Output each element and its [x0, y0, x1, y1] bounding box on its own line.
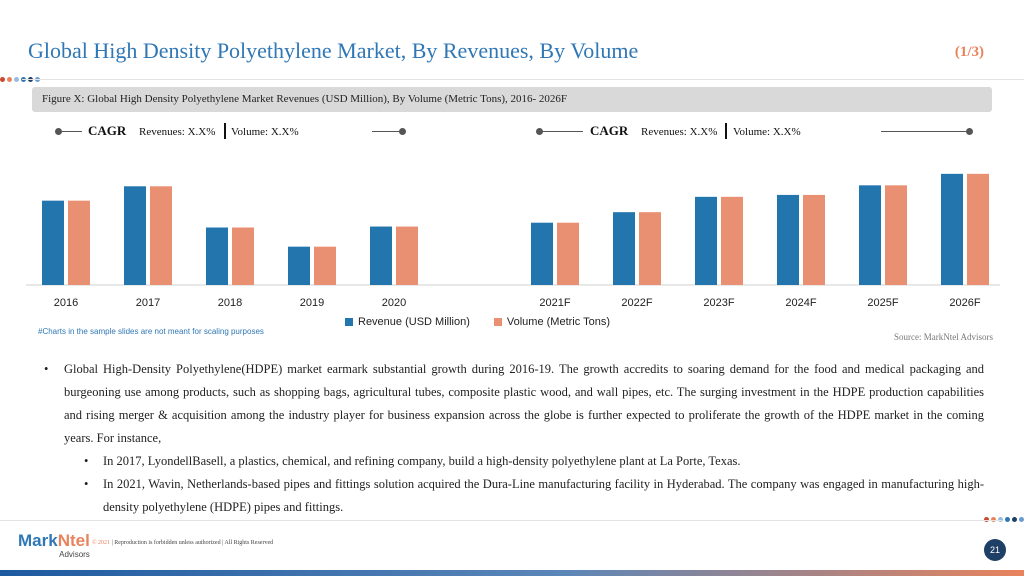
- cagr-volume-value: Volume: X.X%: [733, 126, 801, 138]
- cagr-annotation-historic: CAGR Revenues: X.X% Volume: X.X%: [50, 122, 420, 142]
- x-tick-label: 2019: [300, 297, 324, 309]
- cagr-revenues-value: Revenues: X.X%: [641, 126, 718, 138]
- title-divider: [22, 79, 1024, 80]
- bar-volume: [557, 222, 579, 285]
- x-tick-label: 2021F: [539, 297, 570, 309]
- x-tick-label: 2016: [54, 297, 78, 309]
- cagr-separator: [224, 123, 226, 139]
- bar-revenue: [777, 194, 799, 285]
- bar-volume: [68, 200, 90, 285]
- bar-volume: [396, 226, 418, 285]
- cagr-line-end-dot: [399, 128, 406, 135]
- bar-chart: 2016 2017 2018 2019 2020 2021F 2022F 2023F 2024F…: [26, 173, 1000, 309]
- cagr-volume-value: Volume: X.X%: [231, 126, 299, 138]
- copyright-year: © 2021: [92, 540, 111, 546]
- decoration-dot: [984, 517, 989, 522]
- source-note: Source: MarkNtel Advisors: [894, 332, 993, 342]
- cagr-separator: [725, 123, 727, 139]
- x-tick-label: 2022F: [621, 297, 652, 309]
- bullet-main: Global High-Density Polyethylene(HDPE) m…: [44, 358, 984, 450]
- bar-revenue: [859, 185, 881, 285]
- x-tick-label: 2024F: [785, 297, 816, 309]
- x-tick-label: 2023F: [703, 297, 734, 309]
- footer-divider: [0, 520, 1002, 521]
- copyright-notice: © 2021 | Reproduction is forbidden unles…: [92, 540, 273, 546]
- decoration-dot: [0, 77, 5, 82]
- decoration-dot: [991, 517, 996, 522]
- x-tick-label: 2020: [382, 297, 406, 309]
- page-fraction: (1/3): [954, 44, 984, 60]
- x-tick-label: 2018: [218, 297, 242, 309]
- legend-swatch-revenue: [345, 318, 353, 326]
- bullet-list: Global High-Density Polyethylene(HDPE) m…: [44, 358, 984, 519]
- x-tick-label: 2025F: [867, 297, 898, 309]
- cagr-connector-line: [539, 131, 583, 132]
- cagr-label: CAGR: [590, 123, 629, 138]
- bar-volume: [967, 173, 989, 285]
- bar-revenue: [695, 196, 717, 285]
- bar-revenue: [288, 246, 310, 285]
- logo-ntel-text: Ntel: [57, 531, 90, 550]
- cagr-annotation-forecast: CAGR Revenues: X.X% Volume: X.X%: [533, 122, 983, 142]
- page-title: Global High Density Polyethylene Market,…: [28, 38, 639, 63]
- cagr-connector-line: [881, 131, 969, 132]
- legend-label-revenue: Revenue (USD Million): [358, 316, 470, 328]
- x-tick-label: 2017: [136, 297, 160, 309]
- decoration-dot: [1019, 517, 1024, 522]
- decoration-dot: [7, 77, 12, 82]
- cagr-label: CAGR: [88, 123, 127, 138]
- bar-revenue: [531, 222, 553, 285]
- company-logo: MarkNtel Advisors: [18, 531, 90, 559]
- footer-decoration-dots: [984, 517, 1024, 522]
- bar-revenue: [42, 200, 64, 285]
- decoration-dot: [1012, 517, 1017, 522]
- legend-item-revenue: Revenue (USD Million): [345, 316, 470, 328]
- bar-revenue: [941, 173, 963, 285]
- bar-volume: [314, 246, 336, 285]
- figure-caption-bar: Figure X: Global High Density Polyethyle…: [32, 87, 992, 112]
- cagr-line-end-dot: [966, 128, 973, 135]
- bottom-gradient-bar: [0, 570, 1024, 576]
- page-number-badge: 21: [984, 539, 1006, 561]
- bar-revenue: [206, 227, 228, 285]
- decoration-dot: [14, 77, 19, 82]
- bar-volume: [150, 186, 172, 285]
- chart-scaling-note: #Charts in the sample slides are not mea…: [38, 327, 264, 336]
- bullet-sub-item: In 2021, Wavin, Netherlands-based pipes …: [44, 473, 984, 519]
- legend-item-volume: Volume (Metric Tons): [493, 316, 610, 328]
- bar-revenue: [370, 226, 392, 285]
- bar-revenue: [613, 212, 635, 285]
- bar-volume: [885, 185, 907, 285]
- figure-caption: Figure X: Global High Density Polyethyle…: [42, 93, 568, 105]
- decoration-dot: [1005, 517, 1010, 522]
- cagr-connector-line: [372, 131, 402, 132]
- decoration-dot: [998, 517, 1003, 522]
- bar-revenue: [124, 186, 146, 285]
- cagr-connector-line: [58, 131, 82, 132]
- bar-volume: [721, 196, 743, 285]
- copyright-text: | Reproduction is forbidden unless autho…: [111, 540, 274, 546]
- logo-subtitle: Advisors: [59, 550, 90, 559]
- chart-legend: Revenue (USD Million) Volume (Metric Ton…: [345, 316, 610, 328]
- bar-volume: [803, 194, 825, 285]
- bar-volume: [232, 227, 254, 285]
- bullet-sub-item: In 2017, LyondellBasell, a plastics, che…: [44, 450, 984, 473]
- logo-mark-text: Mark: [18, 531, 58, 550]
- cagr-revenues-value: Revenues: X.X%: [139, 126, 216, 138]
- legend-swatch-volume: [493, 318, 502, 326]
- x-tick-label: 2026F: [949, 297, 980, 309]
- bar-volume: [639, 212, 661, 285]
- legend-label-volume: Volume (Metric Tons): [506, 316, 610, 328]
